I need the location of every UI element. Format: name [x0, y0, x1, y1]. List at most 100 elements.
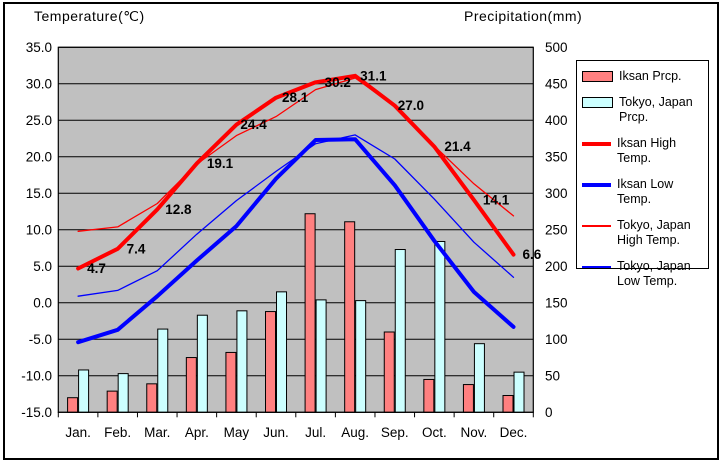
month-label: Oct.	[422, 425, 447, 440]
bar	[185, 357, 197, 413]
data-label: 27.0	[398, 98, 424, 113]
data-label: 4.7	[87, 261, 106, 276]
tick-label: 0.0	[33, 295, 52, 310]
legend: Iksan Prcp. Tokyo, Japan Prcp. Iksan Hig…	[576, 60, 709, 288]
legend-label: Iksan Low Temp.	[617, 177, 674, 206]
month-label: Aug.	[341, 425, 369, 440]
bar	[196, 314, 208, 413]
bar	[67, 397, 79, 413]
tick-label: 100	[545, 332, 568, 347]
tick-label: 20.0	[26, 149, 52, 164]
tokyo-prcp-bars	[78, 240, 525, 413]
tick-label: 150	[545, 295, 568, 310]
legend-item-tokyo-prcp: Tokyo, Japan Prcp.	[582, 95, 705, 125]
bar	[78, 369, 90, 413]
iksan-high-temp-line	[76, 73, 516, 271]
temperature-tick-labels: 35.0 30.0 25.0 20.0 15.0 10.0 5.0 0.0 -5.0 -10.0 -…	[21, 40, 52, 420]
tick-label: 50	[545, 368, 560, 383]
legend-label: Iksan High Temp.	[617, 136, 677, 165]
tokyo-high-temp-swatch	[582, 225, 611, 227]
legend-label: Tokyo, Japan Prcp.	[619, 95, 693, 124]
tick-label: 10.0	[26, 222, 52, 237]
data-label: 28.1	[282, 90, 309, 105]
tokyo-low-temp-swatch	[582, 266, 611, 268]
month-label: May	[224, 425, 250, 440]
month-label: Dec.	[500, 425, 528, 440]
tick-label: -15.0	[21, 405, 52, 420]
data-label: 6.6	[523, 247, 542, 262]
month-label: Mar.	[144, 425, 170, 440]
bar	[423, 378, 435, 413]
iksan-low-temp-line	[76, 137, 516, 345]
bar	[236, 310, 248, 413]
temperature-axis-title: Temperature(℃)	[34, 8, 145, 24]
tick-label: 5.0	[33, 259, 52, 274]
tick-label: 0	[545, 405, 553, 420]
bar	[276, 291, 288, 413]
bar	[117, 373, 129, 413]
legend-item-tokyo-high: Tokyo, Japan High Temp.	[582, 218, 705, 248]
bar	[315, 299, 327, 413]
tick-label: 350	[545, 149, 568, 164]
month-axis: Jan. Feb. Mar. Apr. May Jun. Jul. Aug. Sep. Oct. N…	[57, 412, 534, 440]
tick-label: 500	[545, 40, 568, 55]
month-label: Jan.	[65, 425, 91, 440]
iksan-prcp-bars	[67, 213, 514, 413]
tick-label: -5.0	[29, 332, 52, 347]
bar	[383, 331, 395, 413]
tick-label: 400	[545, 113, 568, 128]
data-label: 30.2	[325, 75, 351, 90]
legend-item-iksan-low: Iksan Low Temp.	[582, 177, 705, 207]
month-label: Feb.	[104, 425, 131, 440]
tick-label: 15.0	[26, 186, 52, 201]
tokyo-prcp-swatch	[582, 97, 613, 108]
data-label: 19.1	[207, 156, 234, 171]
legend-item-iksan-prcp: Iksan Prcp.	[582, 69, 705, 84]
iksan-high-temp-swatch	[582, 142, 611, 146]
month-label: Jun.	[263, 425, 289, 440]
bar	[304, 213, 316, 413]
legend-label: Tokyo, Japan Low Temp.	[617, 259, 691, 288]
bar	[344, 221, 356, 413]
bar	[394, 249, 406, 413]
legend-item-tokyo-low: Tokyo, Japan Low Temp.	[582, 259, 705, 289]
tick-label: 35.0	[26, 40, 52, 55]
iksan-prcp-swatch	[582, 71, 613, 82]
data-label: 24.4	[240, 117, 267, 132]
bar	[513, 371, 525, 413]
data-label: 21.4	[444, 139, 471, 154]
bar	[265, 311, 277, 413]
tick-label: -10.0	[21, 368, 52, 383]
bar	[355, 300, 367, 413]
tick-label: 250	[545, 222, 568, 237]
bar	[462, 384, 474, 413]
month-label: Nov.	[461, 425, 488, 440]
bar	[157, 328, 169, 413]
data-label: 31.1	[360, 68, 387, 83]
bar	[434, 240, 446, 413]
legend-label: Tokyo, Japan High Temp.	[617, 218, 691, 247]
iksan-high-temp-data-labels: 4.7 7.4 12.8 19.1 24.4 28.1 30.2 31.1 27.0 21.4 14…	[87, 68, 542, 276]
bar	[146, 383, 158, 413]
legend-item-iksan-high: Iksan High Temp.	[582, 136, 705, 166]
month-label: Sep.	[381, 425, 409, 440]
tick-label: 30.0	[26, 76, 52, 91]
tick-label: 25.0	[26, 113, 52, 128]
data-label: 12.8	[165, 202, 192, 217]
iksan-low-temp-swatch	[582, 183, 611, 187]
bar	[106, 390, 118, 413]
legend-label: Iksan Prcp.	[619, 69, 682, 83]
bar	[225, 351, 237, 413]
tick-label: 200	[545, 259, 568, 274]
bar	[473, 343, 485, 413]
tick-label: 300	[545, 186, 568, 201]
data-label: 14.1	[483, 192, 510, 207]
precipitation-axis-title: Precipitation(mm)	[464, 8, 583, 24]
data-label: 7.4	[127, 241, 146, 256]
month-label: Jul.	[305, 425, 326, 440]
tick-label: 450	[545, 76, 568, 91]
bar	[502, 395, 514, 413]
